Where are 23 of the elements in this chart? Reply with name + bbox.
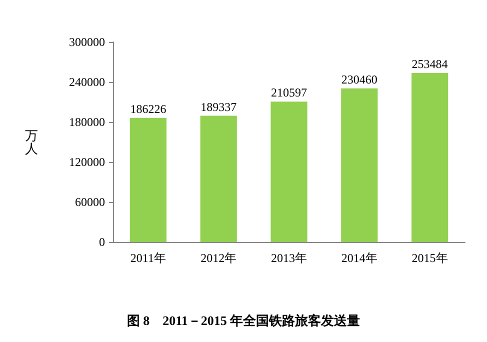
y-axis-title: 万人 <box>25 128 38 156</box>
x-tick-label: 2013年 <box>271 251 307 265</box>
text: 图 8 2011－2015 年全国铁路旅客发送量 <box>126 313 360 328</box>
y-tick-label: 240000 <box>69 75 105 89</box>
y-tick-label: 0 <box>99 235 105 249</box>
x-tick-label: 2014年 <box>341 251 378 265</box>
data-label: 230460 <box>341 72 378 86</box>
y-tick-label: 120000 <box>69 155 105 169</box>
bar <box>130 118 167 242</box>
bar <box>200 116 237 242</box>
x-tick-label: 2012年 <box>200 251 237 265</box>
y-tick-label: 60000 <box>75 195 105 209</box>
y-tick-label: 180000 <box>69 115 105 129</box>
bar <box>270 102 308 242</box>
data-label: 210597 <box>271 86 307 100</box>
data-label: 186226 <box>130 102 166 116</box>
x-tick-label: 2015年 <box>412 251 448 265</box>
bar <box>341 88 378 242</box>
data-label: 189337 <box>200 100 237 114</box>
y-tick-label: 300000 <box>69 35 105 49</box>
bar <box>411 73 448 242</box>
data-label: 253484 <box>412 57 448 72</box>
x-tick-label: 2011年 <box>130 251 166 265</box>
